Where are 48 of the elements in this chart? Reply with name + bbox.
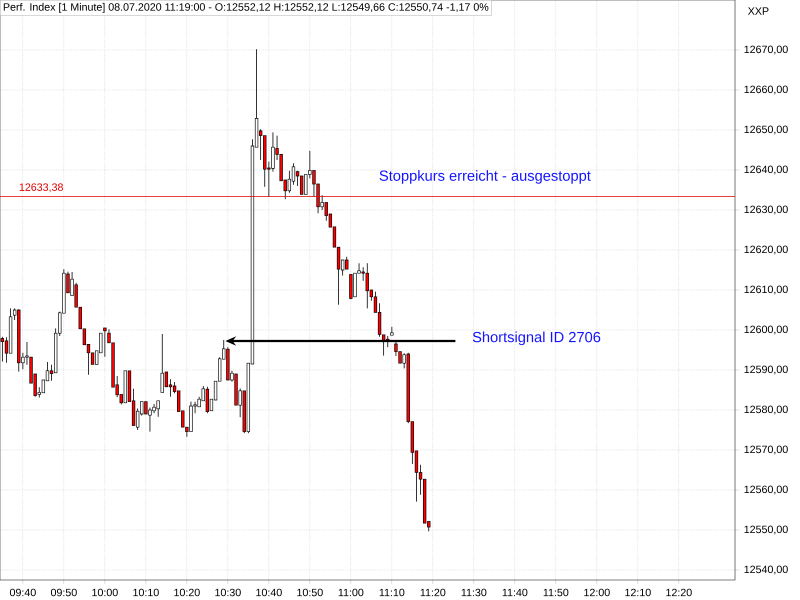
candlestick [366, 262, 369, 309]
candlestick [304, 174, 308, 195]
candlestick [300, 176, 304, 195]
annotation: Shortsignal ID 2706 [472, 332, 600, 346]
candlestick [288, 170, 292, 194]
annotation: Stoppkurs erreicht - ausgestoppt [380, 170, 591, 184]
y-tick-label: 12540,00 [744, 566, 788, 574]
y-tick-label: 12580,00 [744, 406, 788, 414]
y-axis-title: XXP [748, 7, 768, 15]
y-tick-label: 12650,00 [744, 126, 788, 134]
y-tick-label: 12630,00 [744, 206, 788, 214]
x-tick-label: 11:40 [502, 588, 528, 596]
candlestick [156, 400, 160, 418]
y-tick-label: 12670,00 [744, 46, 788, 54]
x-tick-label: 10:10 [133, 588, 159, 596]
x-tick-label: 11:10 [380, 588, 404, 596]
x-tick-label: 11:30 [462, 588, 486, 596]
x-tick-label: 10:50 [297, 588, 323, 596]
y-tick-label: 12620,00 [744, 246, 788, 254]
y-tick-label: 12610,00 [744, 286, 788, 294]
ref-line-label: 12633,38 [20, 183, 63, 192]
chart-title: Perf. Index [1 Minute] 08.07.2020 11:19:00 - O:12552,12 H:12552,12 L:12549,66 C:12550,74 -1,17 0% [4, 2, 488, 13]
y-tick-label: 12600,00 [744, 326, 788, 334]
y-tick-label: 12590,00 [744, 366, 788, 374]
y-tick-label: 12660,00 [744, 86, 788, 94]
x-tick-label: 10:40 [256, 588, 282, 596]
x-tick-label: 12:10 [625, 588, 651, 596]
y-tick-label: 12550,00 [744, 526, 788, 534]
x-tick-label: 10:30 [215, 588, 241, 596]
x-tick-label: 09:50 [50, 588, 77, 596]
candlestick [345, 256, 348, 270]
x-tick-label: 09:40 [10, 588, 36, 596]
x-tick-label: 12:20 [666, 588, 692, 596]
y-tick-label: 12570,00 [744, 446, 788, 454]
y-tick-label: 12640,00 [744, 166, 788, 174]
candlestick [103, 328, 107, 358]
y-tick-label: 12560,00 [744, 486, 788, 494]
candlestick [144, 401, 148, 414]
x-tick-label: 11:20 [420, 588, 446, 596]
candlestick [160, 334, 164, 393]
x-tick-label: 11:00 [338, 588, 364, 596]
candlestick [353, 272, 357, 298]
x-tick-label: 11:50 [544, 588, 568, 596]
candlestick [349, 274, 353, 300]
x-tick-label: 10:00 [92, 588, 118, 596]
x-tick-label: 10:20 [174, 588, 200, 596]
x-tick-label: 12:00 [584, 588, 610, 596]
candlestick [206, 386, 210, 414]
